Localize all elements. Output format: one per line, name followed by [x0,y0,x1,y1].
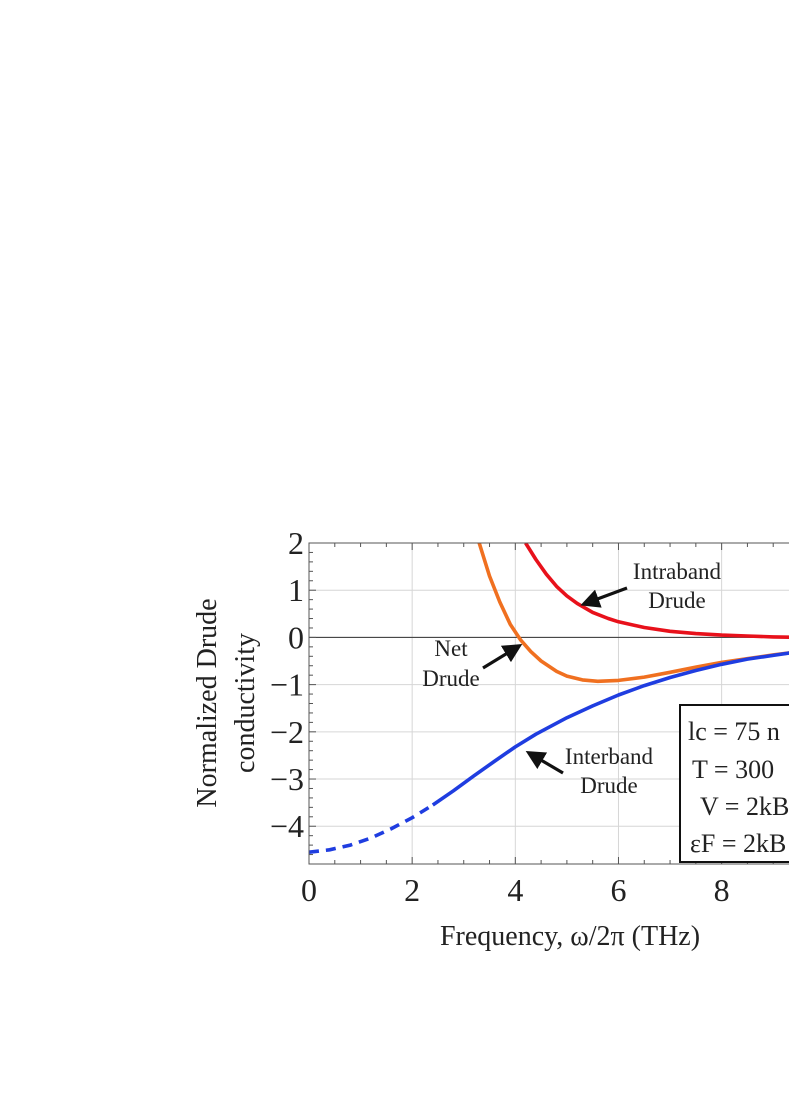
drude-conductivity-chart: 02468 210−1−2−3−4 Frequency, ω/2π (THz) … [0,0,789,1115]
series-interband-drude-dashed [309,805,433,852]
param-line-4: εF = 2kB [690,829,786,858]
annotation-interband-line-2: Drude [580,773,637,798]
y-tick-label--4: −4 [270,808,304,844]
annotation-interband: Interband Drude [529,744,654,798]
annotation-intraband-line-2: Drude [648,588,705,613]
y-axis-label-line-1: Normalized Drude [192,598,223,807]
parameter-box: lc = 75 n T = 300 V = 2kB εF = 2kB [680,705,789,862]
x-tick-label-4: 4 [507,872,523,908]
annotation-interband-arrow [529,753,563,773]
param-line-1: lc = 75 n [688,717,780,746]
annotation-net-line-1: Net [434,636,468,661]
y-tick-labels: 2 1 0 −1 −2 −3 −4 [270,525,304,844]
annotation-intraband: Intraband Drude [584,559,722,613]
y-tick-label-2: 2 [288,525,304,561]
annotation-interband-line-1: Interband [565,744,654,769]
chart-container: 02468 2 1 0 −1 −2 −3 −4 Frequency, ω/2π (THz) … [0,0,789,1115]
annotation-net-line-2: Drude [422,666,479,691]
param-line-2: T = 300 [692,755,774,784]
annotation-intraband-line-1: Intraband [633,559,722,584]
y-tick-label--1: −1 [270,667,304,703]
y-tick-label--2: −2 [270,714,304,750]
y-tick-label-1: 1 [288,572,304,608]
y-tick-label--3: −3 [270,761,304,797]
x-tick-label-8: 8 [714,872,730,908]
x-tick-label-2: 2 [404,872,420,908]
x-axis-label: Frequency, ω/2π (THz) [440,921,700,952]
annotation-net-arrow [483,646,519,668]
y-axis-label-line-2: conductivity [230,633,261,773]
annotation-net: Net Drude [422,636,519,691]
x-tick-labels: 0 2 4 6 8 [301,872,730,908]
y-tick-label-0: 0 [288,619,304,655]
x-tick-label-0: 0 [301,872,317,908]
param-line-3: V = 2kB [700,792,789,821]
x-tick-label-6: 6 [610,872,626,908]
y-axis-label: Normalized Drude conductivity [192,598,261,807]
